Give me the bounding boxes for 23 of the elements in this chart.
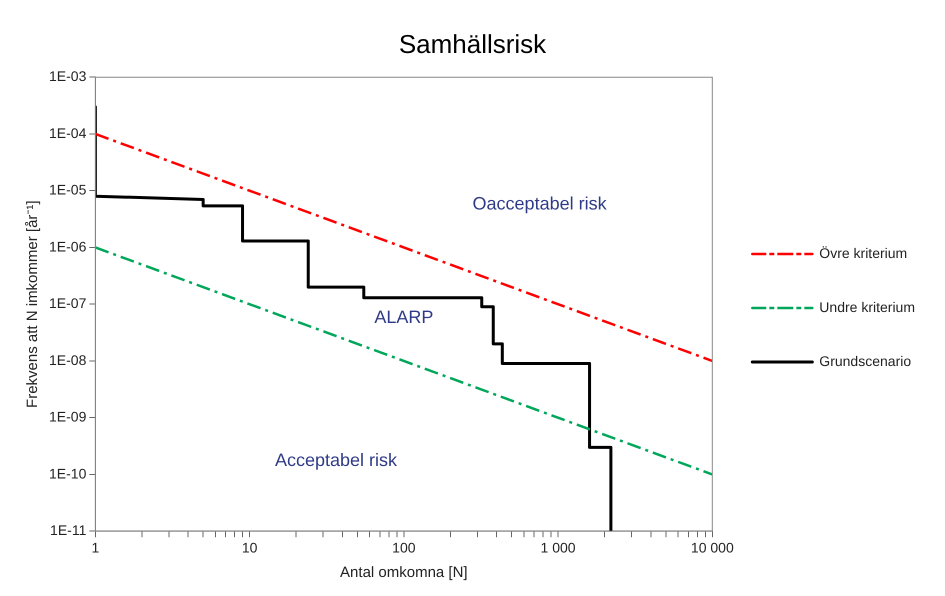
- y-tick-label: 1E-04: [49, 124, 87, 141]
- y-tick-label: 1E-09: [49, 408, 87, 425]
- chart-title: Samhällsrisk: [398, 28, 548, 59]
- legend-label: Grundscenario: [819, 352, 912, 369]
- y-tick-label: 1E-05: [49, 182, 87, 198]
- y-tick-label: 1E-10: [49, 465, 87, 482]
- annotation: Acceptabel risk: [274, 450, 398, 470]
- annotation: Oacceptabel risk: [472, 193, 608, 214]
- y-tick-label: 1E-11: [50, 522, 87, 538]
- x-axis-title: Antal omkomna [N]: [340, 564, 468, 582]
- y-axis-title: Frekvens att N imkommer [år⁻¹]: [24, 200, 42, 408]
- x-tick-label: 100: [392, 539, 416, 556]
- legend-label: Övre kriterium: [819, 244, 908, 261]
- y-tick-label: 1E-07: [49, 295, 87, 312]
- y-tick-label: 1E-08: [49, 352, 87, 368]
- y-tick-label: 1E-06: [49, 238, 87, 254]
- legend-label: Undre kriterium: [819, 298, 916, 315]
- annotation: ALARP: [374, 306, 434, 327]
- x-tick-label: 1: [91, 539, 100, 556]
- x-tick-label: 1 000: [540, 539, 576, 556]
- y-tick-label: 1E-03: [49, 68, 87, 84]
- x-tick-label: 10: [242, 539, 258, 556]
- x-tick-label: 10 000: [690, 539, 734, 556]
